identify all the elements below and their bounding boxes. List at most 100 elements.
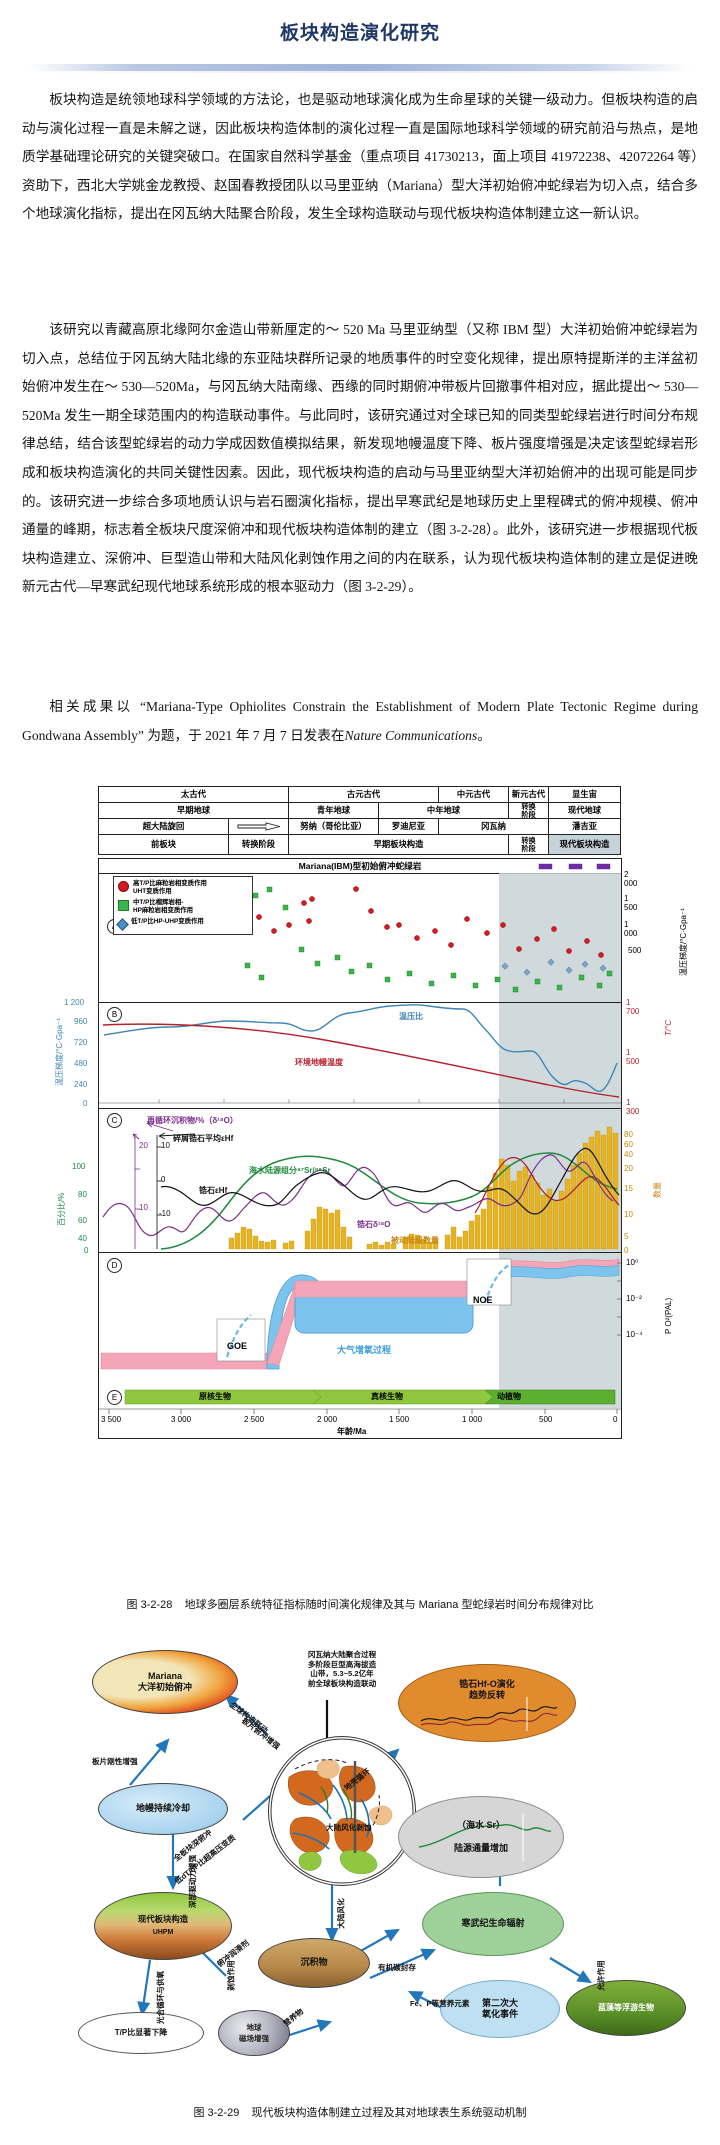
node-moon-line1: 地球 <box>246 2022 262 2032</box>
node-mantle-line1: 地幔持续冷却 <box>135 1803 190 1814</box>
cell-phanerozoic: 显生宙 <box>548 786 622 803</box>
panel-d-process-label: 大气增氧过程 <box>337 1345 392 1355</box>
panel-e-band-eukaryote: 真核生物 <box>371 1392 403 1401</box>
panel-x-axis: 3 500 3 000 2 500 2 000 1 500 1 000 500 … <box>98 1408 622 1439</box>
panel-c-anno-detrital: 碎屑锆石平均εHf <box>173 1134 234 1143</box>
text-block-line-1: 多阶段巨型高海拔造 <box>307 1659 377 1669</box>
panel-c-anno-sr: 海水陆源组分⁸⁷Sr/⁸⁶Sr <box>249 1166 331 1175</box>
panel-c-anno-d18o: 锆石δ¹⁸O <box>357 1220 391 1229</box>
panel-a-scatter <box>244 863 613 993</box>
gondwana-text-block: 冈瓦纳大陆聚合过程 多阶段巨型高海拔造 山带，5.3~5.2亿年 前全球板块构造… <box>282 1650 402 1688</box>
node-tp-decrease: T/P比显著下降 <box>78 2012 204 2054</box>
edge-label-7: 大陆风化剥蚀 <box>326 1823 372 1832</box>
figure-2-caption-number: 图 3-2-29 <box>193 2107 240 2119</box>
edge-label-8: 大陆风化 <box>336 1898 346 1929</box>
panel-b-series-2-label: 环境地幔温度 <box>295 1058 343 1067</box>
cell-middle-earth: 中年地球 <box>377 801 510 820</box>
zircon-ehf-curve <box>160 1147 620 1215</box>
panel-c-left-60: 60 <box>78 1216 87 1225</box>
panel-b-curves <box>99 1004 621 1104</box>
cell-archean: 太古代 <box>98 786 289 803</box>
geologic-timescale-table: 太古代 古元古代 中元古代 新元古代 显生宙 早期地球 青年地球 中年地球 转换… <box>98 786 622 856</box>
panel-c-inner2-tick-10: 10 <box>161 1141 170 1150</box>
panel-b-tick-240: 240 <box>74 1080 88 1089</box>
panel-a-title: Mariana(IBM)型初始俯冲蛇绿岩 <box>99 859 621 874</box>
panel-c-y-right-label: 数量 <box>653 1182 662 1198</box>
node-second-oxidation: 第二次大 氧化事件 <box>440 1980 560 2038</box>
x-axis-label: 年龄/Ma <box>337 1427 367 1436</box>
panel-c-right-80: 80 <box>624 1130 633 1139</box>
x-axis-ticks <box>99 1408 621 1414</box>
cell-pre-plate: 前板块 <box>98 834 229 856</box>
panel-c-label: C <box>107 1113 122 1128</box>
node-sr-line1: （海水 Sr） <box>456 1819 505 1830</box>
panel-a-tick-500: 500 <box>628 946 642 955</box>
x-tick-2000: 2 000 <box>317 1415 338 1424</box>
node-mariana-line2: 大洋初始俯冲 <box>137 1682 192 1692</box>
blue-diamond-icon <box>116 917 129 931</box>
mantle-temperature-curve <box>102 1023 620 1098</box>
panel-d-tick-10-0: 10⁰ <box>626 1258 639 1267</box>
panel-b-tick-480: 480 <box>74 1059 88 1068</box>
x-tick-1000: 1 000 <box>462 1415 483 1424</box>
paragraph-3-text: 相关成果以 “Mariana-Type Ophiolites Constrain… <box>22 693 698 750</box>
legend-item-low-tp: 低T/P比HP-UHP变质作用 <box>116 917 249 931</box>
node-tp-line1: T/P比显著下降 <box>114 2028 168 2038</box>
node-modern-line1: 现代板块构造 <box>137 1914 189 1924</box>
x-tick-3000: 3 000 <box>171 1415 192 1424</box>
x-tick-2500: 2 500 <box>244 1415 265 1424</box>
cell-transition-stage-2: 转换阶段 <box>228 834 289 856</box>
panel-b-series-1-label: 温压比 <box>399 1012 423 1021</box>
table-row-eon: 太古代 古元古代 中元古代 新元古代 显生宙 <box>98 786 622 803</box>
cell-supercontinent-cycle: 超大陆旋回 <box>98 818 229 836</box>
node-oxid-line1: 第二次大 <box>481 1997 518 2008</box>
seawater-sr-curve <box>160 1152 618 1250</box>
cell-early-plate-tectonics: 早期板块构造 <box>287 834 510 856</box>
panel-c-left-80: 80 <box>78 1190 87 1199</box>
panel-a-tick-1500: 1 500 <box>624 894 638 912</box>
legend-0-line1: 高T/P比麻粒岩相变质作用 <box>133 880 207 887</box>
panel-b-tick-1500: 1 500 <box>626 1048 640 1066</box>
panel-a-shade <box>499 873 621 1003</box>
figure-1-caption: 图 3-2-28 地球多圈层系统特征指标随时间演化规律及其与 Mariana 型… <box>0 1596 720 1612</box>
node-hfo-line2: 趋势反转 <box>468 1690 505 1700</box>
panel-c-left-40: 40 <box>78 1234 87 1243</box>
panel-c-anno-passive: 被动陆缘数量 <box>391 1236 439 1245</box>
figure-2-caption-text: 现代板块构造体制建立过程及其对地球表生系统驱动机制 <box>251 2107 527 2119</box>
cell-young-earth: 青年地球 <box>288 801 379 820</box>
panel-e-life-bands <box>124 1389 616 1405</box>
node-oxid-line2: 氧化事件 <box>481 2009 518 2019</box>
x-tick-500: 500 <box>539 1415 553 1424</box>
gondwana-globe-icon <box>270 1738 414 1884</box>
x-tick-1500: 1 500 <box>389 1415 410 1424</box>
node-mantle-cooling: 地幔持续冷却 <box>98 1783 228 1835</box>
node-seawater-sr: （海水 Sr） 陆源通量增加 <box>398 1796 564 1878</box>
panel-e: E 原核生物 真核生物 动植物 <box>98 1386 622 1409</box>
panel-c-inner1-tick-20: 20 <box>139 1141 148 1150</box>
panel-a-tick-1000: 1 000 <box>624 920 638 938</box>
x-tick-0: 0 <box>613 1415 618 1424</box>
panel-c-right-0: 0 <box>624 1246 629 1255</box>
panel-b-tick-0: 0 <box>83 1099 88 1108</box>
panel-c-anno-ehf: 锆石εHf <box>199 1186 228 1195</box>
panel-c-left-0: 0 <box>84 1246 89 1255</box>
figure-1-caption-text: 地球多圈层系统特征指标随时间演化规律及其与 Mariana 型蛇绿岩时间分布规律… <box>184 1599 594 1611</box>
figure-1-caption-number: 图 3-2-28 <box>126 1599 173 1611</box>
panel-d-oxygen-diagram <box>100 1258 621 1370</box>
page-header: 板块构造演化研究 <box>0 18 720 45</box>
node-mariana-line1: Mariana <box>147 1670 182 1681</box>
right-arrow-icon <box>237 822 280 831</box>
panel-c-y-left-label: 百分比/% <box>57 1192 66 1226</box>
legend-item-high-tp: 高T/P比麻粒岩相变质作用 UHT变质作用 <box>117 880 249 896</box>
paragraph-3: 相关成果以 “Mariana-Type Ophiolites Constrain… <box>22 693 698 750</box>
node-sr-line2: 陆源通量增加 <box>453 1842 508 1853</box>
panel-c-right-20: 20 <box>624 1164 633 1173</box>
table-row-tectonic-regime: 前板块 转换阶段 早期板块构造 转换 阶段 现代板块构造 <box>98 834 622 856</box>
panel-c-inner1-tick-10: 10 <box>139 1203 148 1212</box>
legend-0-line2: UHT变质作用 <box>133 888 172 896</box>
paragraph-2-text: 该研究以青藏高原北缘阿尔金造山带新厘定的～ 520 Ma 马里亚纳型（又称 IB… <box>22 322 698 595</box>
panel-b-tick-1200: 1 200 <box>64 998 85 1007</box>
recycled-sediment-curve <box>474 1156 620 1214</box>
cell-pangea: 潘吉亚 <box>548 818 622 836</box>
legend-2-line1: 低T/P比HP-UHP变质作用 <box>131 917 204 925</box>
